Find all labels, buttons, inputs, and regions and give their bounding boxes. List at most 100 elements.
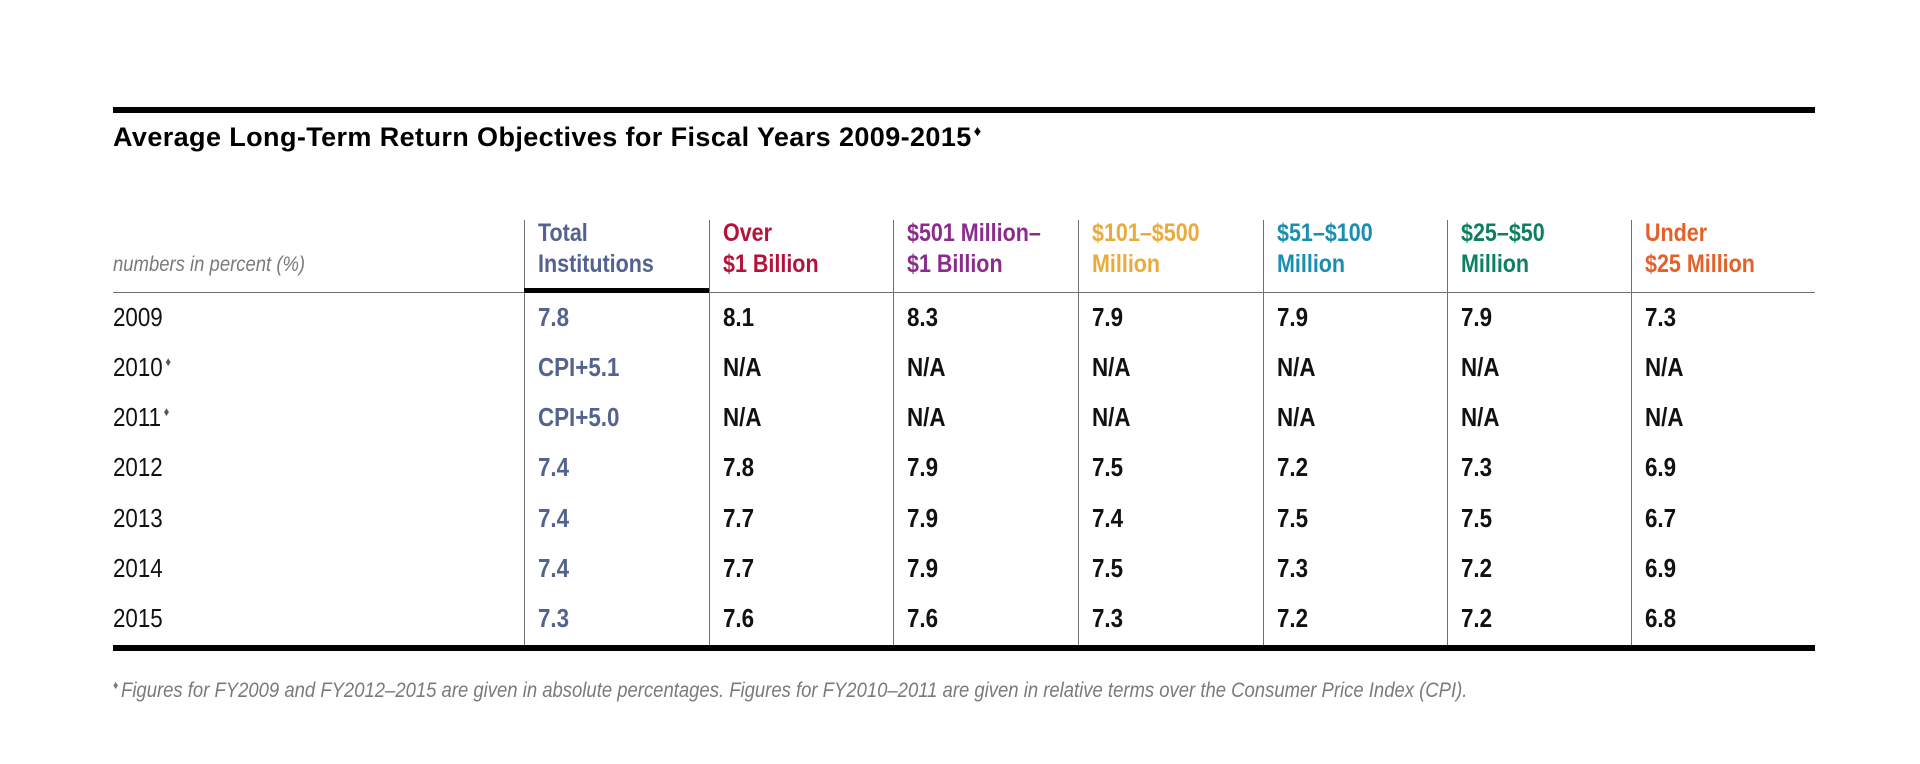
- column-divider: [1447, 220, 1448, 645]
- table-cell: N/A: [1645, 402, 1684, 432]
- table-cell: 7.8: [723, 452, 755, 482]
- table-cell: 7.3: [1277, 553, 1309, 583]
- table-cell: 7.2: [1461, 553, 1493, 583]
- row-year-2012: 2012: [113, 452, 163, 483]
- row-year-label: 2015: [113, 603, 163, 633]
- row-year-marker: ♦: [165, 354, 172, 370]
- column-divider: [1078, 220, 1079, 645]
- table-cell: N/A: [1277, 402, 1316, 432]
- column-header-line2: $25 Million: [1645, 250, 1755, 278]
- table-cell: 8.3: [907, 302, 939, 332]
- table-cell: 7.9: [907, 503, 939, 533]
- column-header-line2: Million: [1461, 250, 1530, 278]
- row-year-label: 2012: [113, 452, 163, 482]
- table-cell: 8.1: [723, 302, 755, 332]
- table-cell: 7.2: [1277, 452, 1309, 482]
- column-header-line1: Total: [538, 219, 588, 247]
- table-cell: 7.2: [1461, 603, 1493, 633]
- table-cell: N/A: [1092, 402, 1131, 432]
- table-cell: 6.9: [1645, 553, 1677, 583]
- table-cell: 7.3: [1461, 452, 1493, 482]
- row-year-label: 2009: [113, 302, 163, 332]
- table-cell: 7.3: [538, 603, 570, 633]
- column-header-line2: $1 Billion: [907, 250, 1003, 278]
- row-year-2011: 2011 ♦: [113, 402, 169, 433]
- top-rule: [113, 107, 1815, 113]
- column-header-line2: $1 Billion: [723, 250, 819, 278]
- bottom-rule: [113, 645, 1815, 651]
- table-cell: 7.7: [723, 553, 755, 583]
- column-header-line1: $501 Million–: [907, 219, 1041, 247]
- table-cell: CPI+5.0: [538, 402, 620, 432]
- table-cell: 7.6: [723, 603, 755, 633]
- table-cell: 7.4: [538, 553, 570, 583]
- column-divider: [709, 220, 710, 645]
- table-cell: CPI+5.1: [538, 352, 620, 382]
- column-header-line2: Institutions: [538, 250, 654, 278]
- column-divider: [1263, 220, 1264, 645]
- table-cell: N/A: [1645, 352, 1684, 382]
- row-year-label: 2010: [113, 352, 163, 382]
- column-header-line2: Million: [1277, 250, 1346, 278]
- table-cell: 6.8: [1645, 603, 1677, 633]
- column-header-total-institutions: Total Institutions: [538, 218, 689, 280]
- row-year-label: 2014: [113, 553, 163, 583]
- footnote: ♦ Figures for FY2009 and FY2012–2015 are …: [113, 678, 1467, 703]
- column-header-line1: $101–$500: [1092, 219, 1200, 247]
- column-header-line1: Over: [723, 219, 773, 247]
- column-header-over-1-billion: Over $1 Billion: [723, 218, 874, 280]
- table-cell: N/A: [907, 402, 946, 432]
- table-cell: N/A: [1461, 402, 1500, 432]
- table-cell: 7.9: [907, 553, 939, 583]
- table-cell: 7.2: [1277, 603, 1309, 633]
- column-header-51-100-million: $51–$100 Million: [1277, 218, 1428, 280]
- table-cell: 7.4: [538, 503, 570, 533]
- row-year-marker: ♦: [163, 404, 170, 420]
- table-cell: 7.5: [1092, 452, 1124, 482]
- table-cell: 7.5: [1277, 503, 1309, 533]
- title-text: Average Long-Term Return Objectives for …: [113, 122, 972, 152]
- column-header-line1: $25–$50: [1461, 219, 1545, 247]
- column-header-line1: Under: [1645, 219, 1708, 247]
- row-year-2009: 2009: [113, 302, 163, 333]
- table-cell: 7.3: [1092, 603, 1124, 633]
- table-cell: 7.7: [723, 503, 755, 533]
- column-header-line1: $51–$100: [1277, 219, 1373, 247]
- table-cell: N/A: [907, 352, 946, 382]
- row-year-2013: 2013: [113, 503, 163, 534]
- column-header-501-million-1-billion: $501 Million– $1 Billion: [907, 218, 1058, 280]
- row-year-2014: 2014: [113, 553, 163, 584]
- title-marker: ♦: [973, 123, 982, 140]
- row-year-2010: 2010 ♦: [113, 352, 171, 383]
- table-cell: 7.9: [1461, 302, 1493, 332]
- table-cell: N/A: [1461, 352, 1500, 382]
- column-divider: [524, 220, 525, 645]
- table-cell: N/A: [723, 402, 762, 432]
- footnote-text: Figures for FY2009 and FY2012–2015 are g…: [121, 679, 1468, 702]
- column-header-line2: Million: [1092, 250, 1161, 278]
- table-cell: N/A: [1277, 352, 1316, 382]
- table-cell: 7.6: [907, 603, 939, 633]
- total-column-underline: [524, 288, 709, 293]
- table-cell: N/A: [723, 352, 762, 382]
- table-title: Average Long-Term Return Objectives for …: [113, 122, 982, 153]
- table-cell: 7.8: [538, 302, 570, 332]
- table-cell: 6.7: [1645, 503, 1677, 533]
- table-cell: 7.4: [538, 452, 570, 482]
- column-divider: [893, 220, 894, 645]
- row-year-label: 2011: [113, 402, 162, 432]
- table-cell: 7.9: [907, 452, 939, 482]
- table-cell: 6.9: [1645, 452, 1677, 482]
- table-cell: 7.9: [1092, 302, 1124, 332]
- units-label: numbers in percent (%): [113, 253, 306, 276]
- table-cell: 7.5: [1092, 553, 1124, 583]
- row-year-label: 2013: [113, 503, 163, 533]
- header-rule: [113, 292, 1815, 293]
- row-year-2015: 2015: [113, 603, 163, 634]
- table-cell: 7.5: [1461, 503, 1493, 533]
- table-cell: 7.4: [1092, 503, 1124, 533]
- column-divider: [1631, 220, 1632, 645]
- table-cell: N/A: [1092, 352, 1131, 382]
- table-cell: 7.9: [1277, 302, 1309, 332]
- table-cell: 7.3: [1645, 302, 1677, 332]
